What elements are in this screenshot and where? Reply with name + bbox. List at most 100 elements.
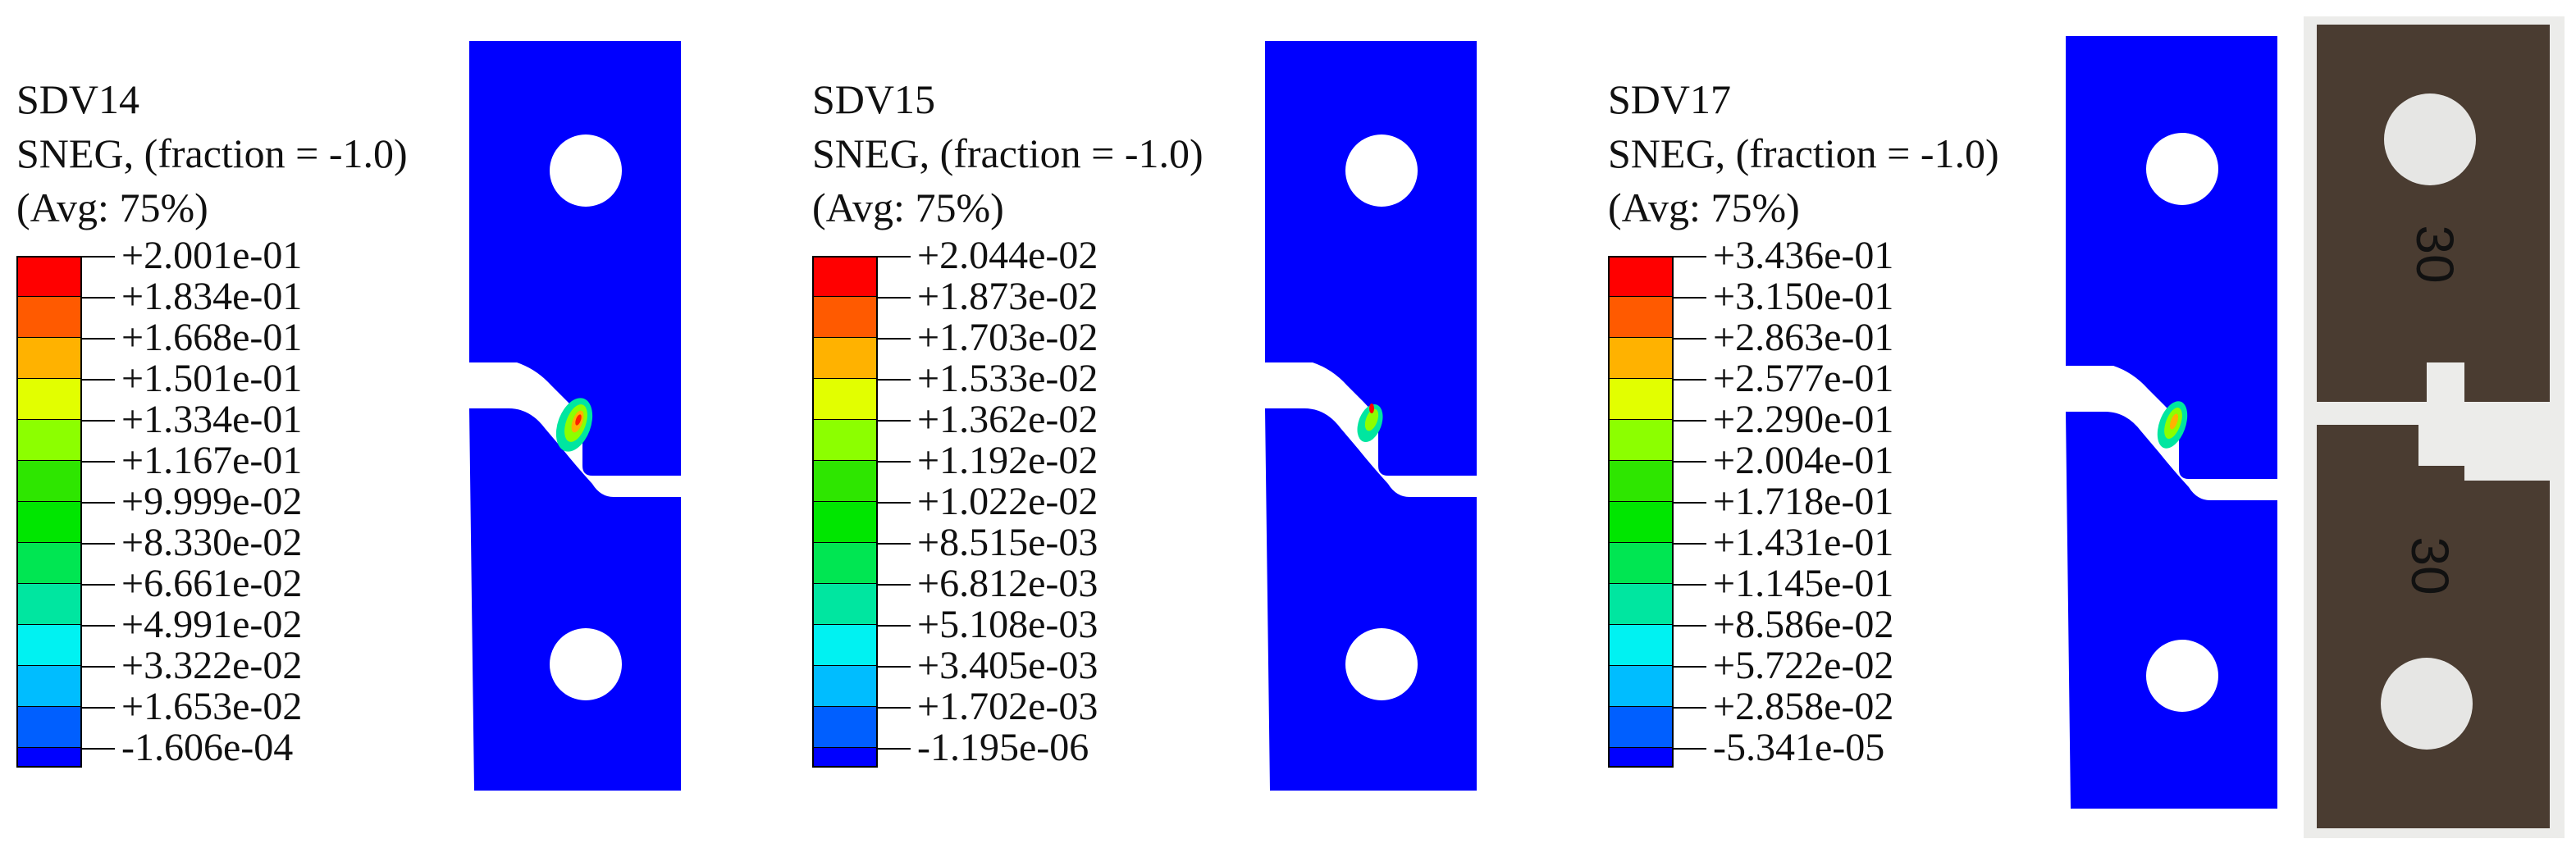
legend-tick <box>878 625 911 627</box>
legend-color-band <box>812 543 878 584</box>
legend-tick <box>82 297 115 299</box>
legend-tick <box>878 379 911 381</box>
legend-tick <box>82 461 115 463</box>
legend-color-band <box>1608 420 1674 461</box>
legend-value-label: +3.436e-01 <box>1713 234 1894 277</box>
legend-color-band <box>812 625 878 666</box>
legend-value-label: +1.834e-01 <box>121 275 303 318</box>
legend-value-label: +1.703e-02 <box>917 316 1098 359</box>
legend-tick <box>1674 748 1706 750</box>
legend-color-band <box>812 707 878 748</box>
legend-tick <box>1674 584 1706 586</box>
legend-color-band <box>16 297 82 338</box>
legend-tick <box>1674 461 1706 463</box>
photo-hole-top <box>2384 93 2476 185</box>
legend-tick <box>878 707 911 709</box>
legend-color-band <box>812 502 878 543</box>
legend-value-label: +4.991e-02 <box>121 603 303 646</box>
photo-marking-top: 30 <box>2405 225 2464 283</box>
legend-tick <box>878 297 911 299</box>
legend-tick <box>878 502 911 504</box>
legend-color-band <box>1608 543 1674 584</box>
legend-color-band <box>1608 666 1674 707</box>
legend-value-label: +5.108e-03 <box>917 603 1098 646</box>
legend-value-label: +2.004e-01 <box>1713 439 1894 482</box>
legend-color-band <box>812 666 878 707</box>
legend-value-label: +3.322e-02 <box>121 644 303 687</box>
legend-value-label: +2.290e-01 <box>1713 398 1894 441</box>
legend-value-label: +1.702e-03 <box>917 685 1098 728</box>
legend-tick <box>82 420 115 422</box>
legend-tick <box>878 420 911 422</box>
damage-zone <box>555 398 593 452</box>
legend-value-label: +3.150e-01 <box>1713 275 1894 318</box>
legend-color-band <box>16 256 82 297</box>
legend-tick <box>82 748 115 750</box>
legend-value-label: +1.022e-02 <box>917 480 1098 523</box>
legend-color-band <box>812 584 878 625</box>
legend-value-label: +6.812e-03 <box>917 562 1098 605</box>
legend-tick <box>1674 256 1706 258</box>
pin-hole-top <box>1345 134 1418 207</box>
averaging-label: (Avg: 75%) <box>1608 185 1800 230</box>
legend-color-band <box>16 543 82 584</box>
legend-value-label: +1.533e-02 <box>917 357 1098 400</box>
legend-color-band <box>812 256 878 297</box>
legend-tick <box>82 338 115 340</box>
legend-color-band <box>16 379 82 420</box>
legend-tick <box>82 625 115 627</box>
legend-color-band <box>16 502 82 543</box>
legend-color-band <box>1608 502 1674 543</box>
legend-tick <box>1674 502 1706 504</box>
legend-value-label: +1.431e-01 <box>1713 521 1894 564</box>
legend-value-label: +9.999e-02 <box>121 480 303 523</box>
legend-color-band <box>1608 584 1674 625</box>
averaging-label: (Avg: 75%) <box>812 185 1004 230</box>
legend-color-band <box>1608 297 1674 338</box>
legend-value-label: -1.195e-06 <box>917 726 1089 769</box>
specimen-upper-half <box>1265 41 1477 476</box>
legend-value-label: +3.405e-03 <box>917 644 1098 687</box>
specimen-contour-sdv17 <box>2066 36 2277 809</box>
pin-hole-top <box>2146 133 2218 205</box>
legend-tick <box>878 256 911 258</box>
pin-hole-bottom <box>1345 628 1418 700</box>
legend-color-band <box>1608 256 1674 297</box>
legend-value-label: +2.044e-02 <box>917 234 1098 277</box>
legend-value-label: +1.192e-02 <box>917 439 1098 482</box>
legend-frame <box>16 256 82 768</box>
legend-value-label: +8.586e-02 <box>1713 603 1894 646</box>
legend-value-label: +2.577e-01 <box>1713 357 1894 400</box>
legend-tick <box>878 338 911 340</box>
legend-tick <box>1674 543 1706 545</box>
legend-tick <box>878 666 911 668</box>
legend-value-label: +1.145e-01 <box>1713 562 1894 605</box>
legend-value-label: +1.668e-01 <box>121 316 303 359</box>
variable-title: SDV15 <box>812 76 936 122</box>
legend-color-band <box>16 707 82 748</box>
damage-zone <box>2157 401 2188 449</box>
photo-hole-bottom <box>2381 658 2473 750</box>
legend-tick <box>82 256 115 258</box>
pin-hole-bottom <box>2146 640 2218 712</box>
legend-color-band <box>812 338 878 379</box>
legend-value-label: +8.515e-03 <box>917 521 1098 564</box>
legend-tick <box>1674 625 1706 627</box>
legend-color-band <box>16 338 82 379</box>
specimen-upper-half <box>469 41 681 476</box>
pin-hole-bottom <box>550 628 622 700</box>
legend-value-label: +8.330e-02 <box>121 521 303 564</box>
legend-frame <box>1608 256 1674 768</box>
legend-color-band <box>1608 625 1674 666</box>
legend-tick <box>1674 297 1706 299</box>
legend-color-band <box>812 461 878 502</box>
variable-title: SDV14 <box>16 76 140 122</box>
legend-tick <box>878 748 911 750</box>
averaging-label: (Avg: 75%) <box>16 185 208 230</box>
legend-value-label: +2.858e-02 <box>1713 685 1894 728</box>
legend-tick <box>82 502 115 504</box>
legend-tick <box>878 543 911 545</box>
damage-zone <box>1357 403 1383 443</box>
legend-value-label: +6.661e-02 <box>121 562 303 605</box>
specimen-lower-half <box>1265 408 1477 791</box>
